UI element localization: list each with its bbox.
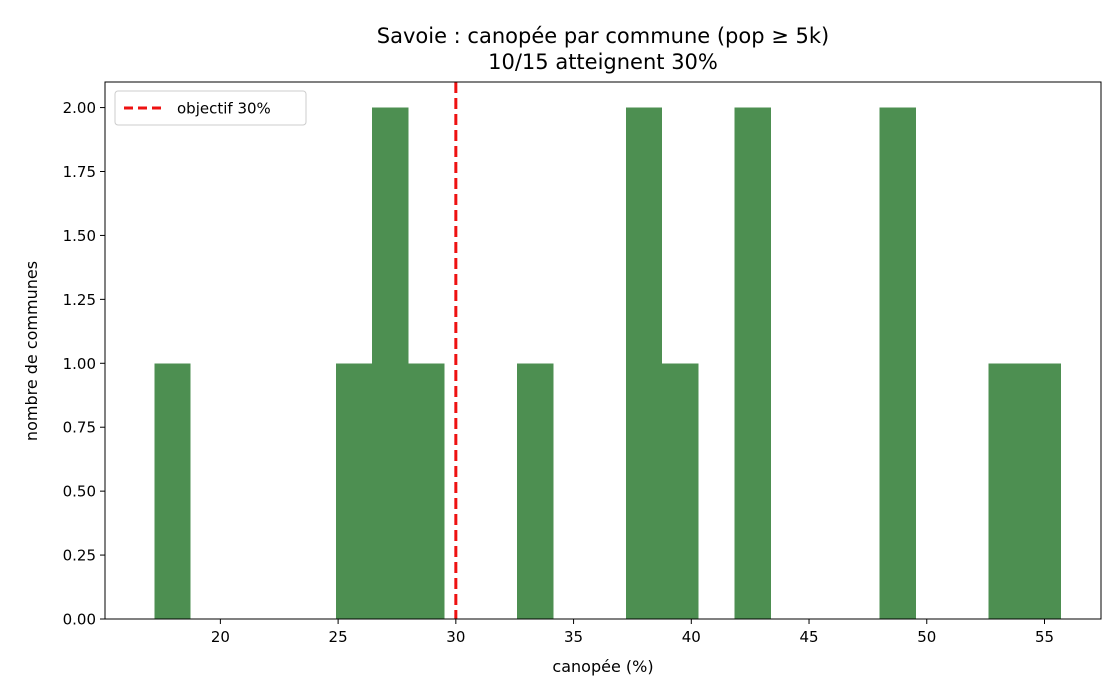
plot-frame: [104, 81, 1102, 620]
histogram-bar-3: [408, 363, 445, 619]
x-tick-label-45: 45: [799, 628, 818, 646]
y-tick-label-5: 1.25: [63, 291, 96, 309]
y-tick-label-3: 0.75: [63, 419, 96, 437]
histogram-bar-8: [879, 107, 916, 620]
y-tick-label-2: 0.50: [63, 483, 96, 501]
y-axis-label: nombre de communes: [22, 261, 41, 441]
x-axis: 20 25 30 35 40 45 50 55: [211, 619, 1054, 646]
histogram-bar-4: [517, 363, 554, 619]
bars-group: [154, 107, 1061, 620]
y-tick-label-0: 0.00: [63, 611, 96, 629]
y-tick-label-4: 1.00: [63, 355, 96, 373]
y-tick-label-6: 1.50: [63, 227, 96, 245]
histogram-bar-7: [734, 107, 771, 620]
histogram-bar-10: [1024, 363, 1061, 619]
histogram-bar-0: [154, 363, 191, 619]
legend-threshold-label: objectif 30%: [177, 100, 271, 118]
histogram-bar-1: [335, 363, 373, 619]
y-axis: 0.00 0.25 0.50 0.75 1.00 1.25 1.50 1.75 2.00: [63, 99, 105, 629]
chart-subtitle: 10/15 atteignent 30%: [488, 50, 718, 74]
x-tick-label-30: 30: [446, 628, 465, 646]
chart-title: Savoie : canopée par commune (pop ≥ 5k): [377, 24, 829, 48]
x-axis-label: canopée (%): [552, 657, 653, 676]
x-tick-label-50: 50: [917, 628, 936, 646]
y-tick-label-7: 1.75: [63, 163, 96, 181]
histogram-bar-6: [662, 363, 699, 619]
legend-box: [114, 90, 307, 126]
legend: objectif 30%: [114, 90, 307, 126]
x-tick-label-25: 25: [329, 628, 348, 646]
x-tick-label-35: 35: [564, 628, 583, 646]
histogram-bar-5: [625, 107, 663, 620]
histogram-bar-9: [988, 363, 1025, 619]
histogram-bar-2: [372, 107, 409, 620]
x-tick-label-20: 20: [211, 628, 230, 646]
x-tick-label-40: 40: [682, 628, 701, 646]
y-tick-label-1: 0.25: [63, 547, 96, 565]
y-tick-label-8: 2.00: [63, 99, 96, 117]
x-tick-label-55: 55: [1035, 628, 1054, 646]
